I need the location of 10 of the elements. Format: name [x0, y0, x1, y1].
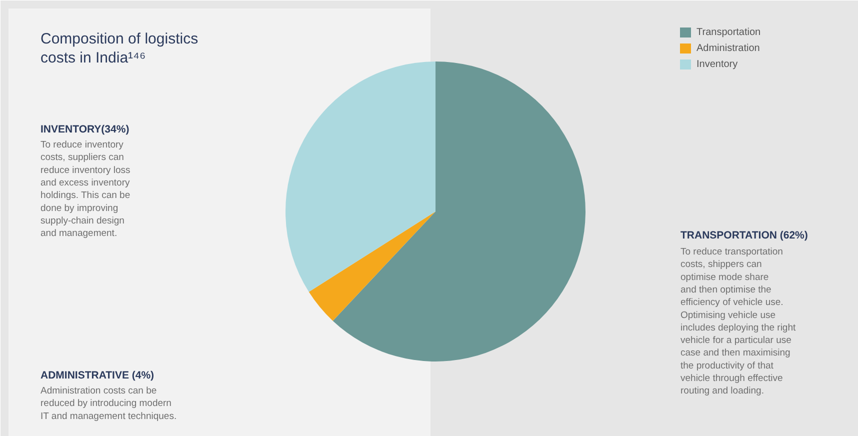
text: INVENTORY(34%): [40, 124, 130, 136]
text: Composition of logistics costs in India¹⁴⁶: [40, 30, 198, 66]
text: To reduce transportation costs, shippers can optimise mode share and then optimise the efficiency of vehicle use. Optimising vehicle use includes deploying the right vehicle for a particular use case and then maximising the productivity of that vehicle through effective routing and loading.: [680, 246, 796, 397]
legend-label: Administration: [696, 43, 760, 54]
text: ADMINISTRATIVE (4%): [40, 370, 154, 382]
legend-label: Transportation: [696, 27, 761, 38]
text: TRANSPORTATION (62%): [680, 230, 808, 242]
text: Administration costs can be reduced by introducing modern IT and management techniques.: [40, 386, 177, 422]
text: To reduce inventory costs, suppliers can reduce inventory loss and excess inventory holdings. This can be done by improving supply-chain design and management.: [40, 140, 131, 240]
legend-label: Inventory: [696, 59, 738, 70]
